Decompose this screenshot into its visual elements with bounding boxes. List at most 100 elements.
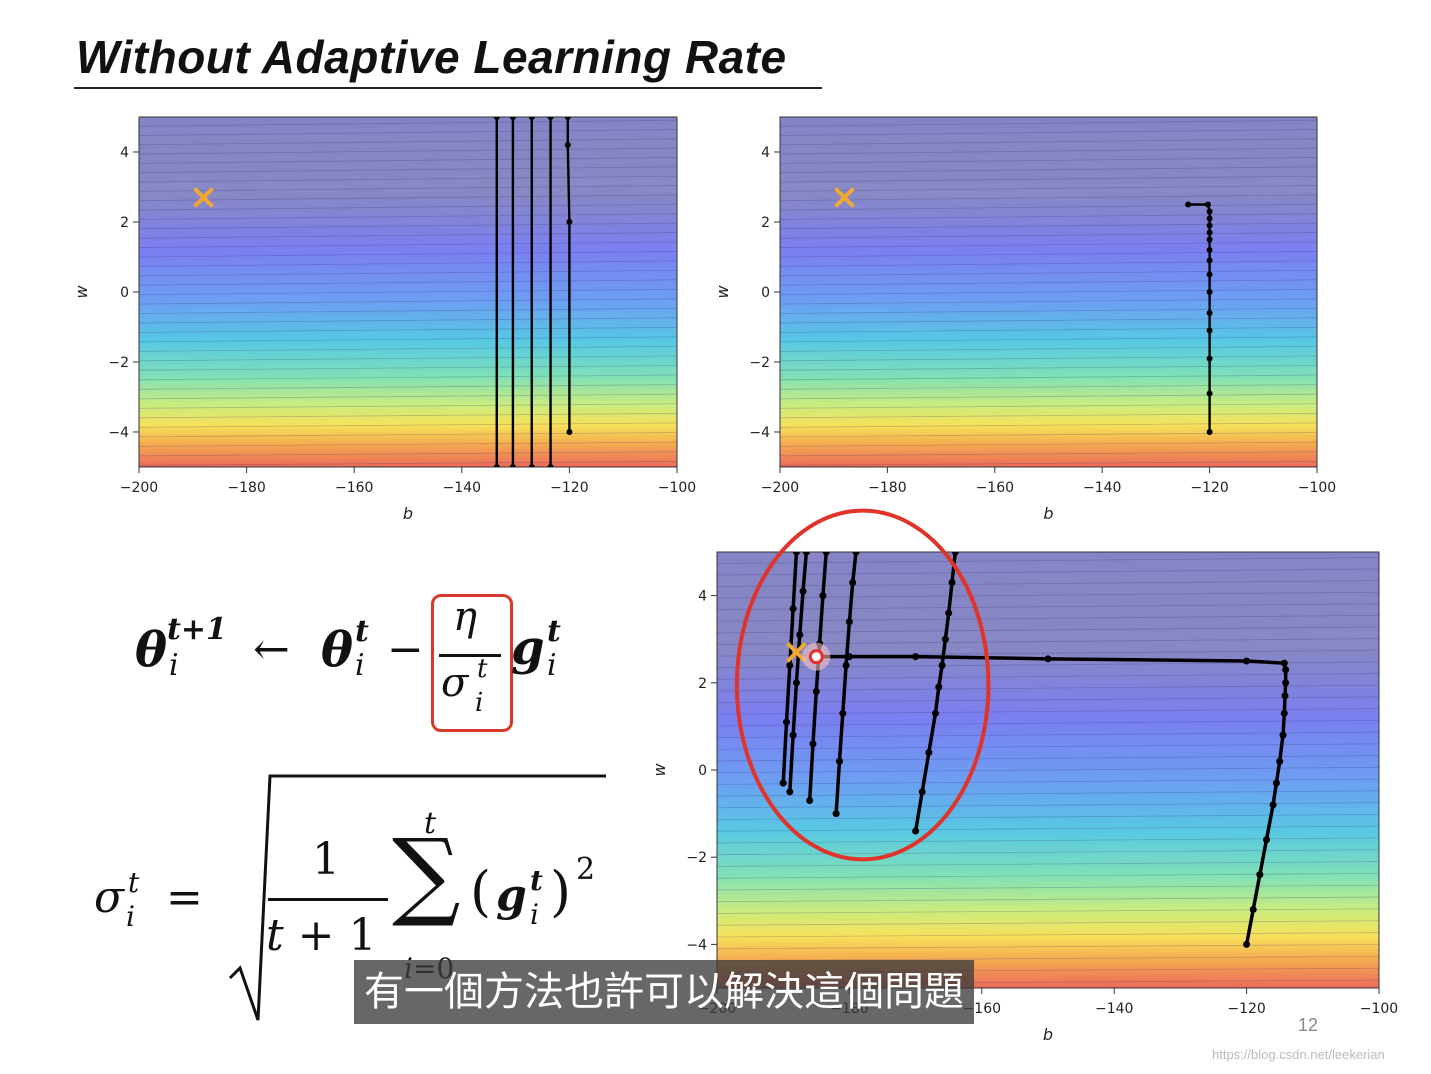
sigma-definition-formula: σ t i = 1 t + 1 t ∑ i=0 ( g t i ) 2: [92, 768, 612, 1028]
descent-step-point: [1281, 692, 1289, 700]
descent-step-point: [1206, 236, 1213, 243]
contour-lines: [139, 117, 677, 466]
descent-step-point: [1206, 327, 1213, 334]
title-underline: [74, 87, 822, 89]
oscillation-highlight-ellipse: [734, 508, 991, 862]
x-tick-label: −100: [658, 480, 696, 496]
contour-plot-top-left: −200 −180 −160 −140 −120 −100 −4 −2 0 2 4 b w: [72, 116, 696, 523]
descent-step-point: [1206, 310, 1213, 316]
descent-step-point: [1282, 666, 1290, 674]
descent-step-point: [835, 757, 843, 765]
y-tick-label: 0: [698, 763, 707, 779]
descent-step-point: [951, 552, 959, 556]
descent-step-point: [912, 653, 920, 661]
descent-step-point: [832, 810, 840, 818]
x-tick-label: −120: [1227, 1001, 1265, 1017]
descent-step-point: [1243, 657, 1251, 665]
descent-step-point: [931, 709, 939, 717]
x-tick-label: −200: [761, 480, 799, 496]
descent-step-point: [799, 587, 807, 595]
descent-step-point: [1206, 215, 1213, 222]
descent-step-point: [786, 788, 794, 796]
descent-step-point: [802, 552, 810, 556]
gradient-descent-path: [816, 654, 1288, 945]
descent-step-point: [839, 709, 847, 717]
x-tick-label: −180: [868, 480, 906, 496]
contour-background: [139, 117, 677, 467]
descent-step-point: [1276, 757, 1284, 765]
descent-step-point: [1044, 655, 1052, 663]
descent-step-point: [1256, 871, 1264, 879]
x-axis-label: b: [403, 504, 413, 523]
x-tick-label: −180: [227, 480, 265, 496]
descent-step-point: [566, 429, 573, 435]
descent-step-point: [792, 552, 800, 556]
descent-step-point: [1185, 201, 1192, 208]
descent-step-point: [792, 679, 800, 687]
descent-step-point: [564, 142, 571, 148]
y-axis-label: w: [650, 763, 669, 777]
y-tick-label: 2: [698, 676, 707, 692]
learning-rate-box: [431, 594, 513, 732]
contour-lines: [780, 117, 1317, 466]
descent-step-point: [925, 749, 933, 757]
descent-step-point: [809, 740, 817, 748]
target-x-marker: [193, 187, 214, 208]
descent-step-point: [845, 618, 853, 626]
x-tick-label: −100: [1298, 480, 1336, 496]
x-tick-label: −200: [120, 480, 158, 496]
gradient-descent-path: [566, 117, 571, 432]
descent-step-point: [912, 827, 920, 835]
x-axis-label: b: [1043, 504, 1053, 523]
descent-step-point: [796, 631, 804, 639]
page-number: 12: [1298, 1015, 1319, 1035]
descent-step-point: [1282, 679, 1290, 687]
gradient-descent-path: [1188, 203, 1211, 432]
descent-step-point: [842, 661, 850, 669]
y-tick-label: 0: [120, 285, 129, 301]
descent-step-point: [1269, 801, 1277, 809]
descent-step-point: [852, 552, 860, 556]
y-tick-label: −2: [749, 355, 770, 371]
target-x-marker: [834, 187, 855, 208]
descent-step-point: [564, 117, 571, 120]
x-tick-label: −100: [1360, 1001, 1398, 1017]
x-tick-label: −140: [1083, 480, 1121, 496]
sqrt-sign: [228, 774, 606, 1021]
descent-step-point: [493, 464, 500, 467]
y-tick-label: −4: [108, 425, 129, 441]
descent-step-point: [1206, 390, 1213, 397]
descent-step-point: [789, 731, 797, 739]
descent-step-point: [849, 579, 857, 587]
descent-step-point: [1204, 201, 1211, 208]
descent-step-point: [509, 464, 516, 467]
descent-step-point: [779, 779, 787, 787]
descent-step-point: [1206, 289, 1213, 295]
descent-step-point: [509, 117, 516, 120]
gradient-descent-path: [788, 552, 809, 792]
y-tick-label: −4: [749, 425, 770, 441]
y-tick-label: −2: [686, 850, 707, 866]
contour-lines: [717, 552, 1379, 985]
descent-step-point: [528, 117, 535, 120]
descent-step-point: [941, 635, 949, 643]
descent-step-point: [493, 117, 500, 120]
slide-title: Without Adaptive Learning Rate: [76, 31, 787, 83]
y-tick-label: 2: [761, 215, 770, 231]
descent-step-point: [1279, 731, 1287, 739]
contour-background: [717, 552, 1379, 988]
x-tick-label: −160: [335, 480, 373, 496]
descent-step-point: [1206, 229, 1213, 236]
x-tick-label: −160: [976, 480, 1014, 496]
descent-step-point: [1280, 709, 1288, 717]
descent-step-point: [1280, 659, 1288, 667]
y-axis-label: w: [72, 285, 91, 299]
descent-step-point: [935, 683, 943, 691]
gradient-descent-path: [913, 552, 958, 832]
update-rule-formula: θ t+1 i ← θ t i − η σ t i g t i: [133, 594, 593, 738]
x-tick-label: −140: [1095, 1001, 1133, 1017]
y-tick-label: 2: [120, 215, 129, 231]
descent-step-point: [1206, 355, 1213, 362]
descent-step-point: [819, 592, 827, 600]
